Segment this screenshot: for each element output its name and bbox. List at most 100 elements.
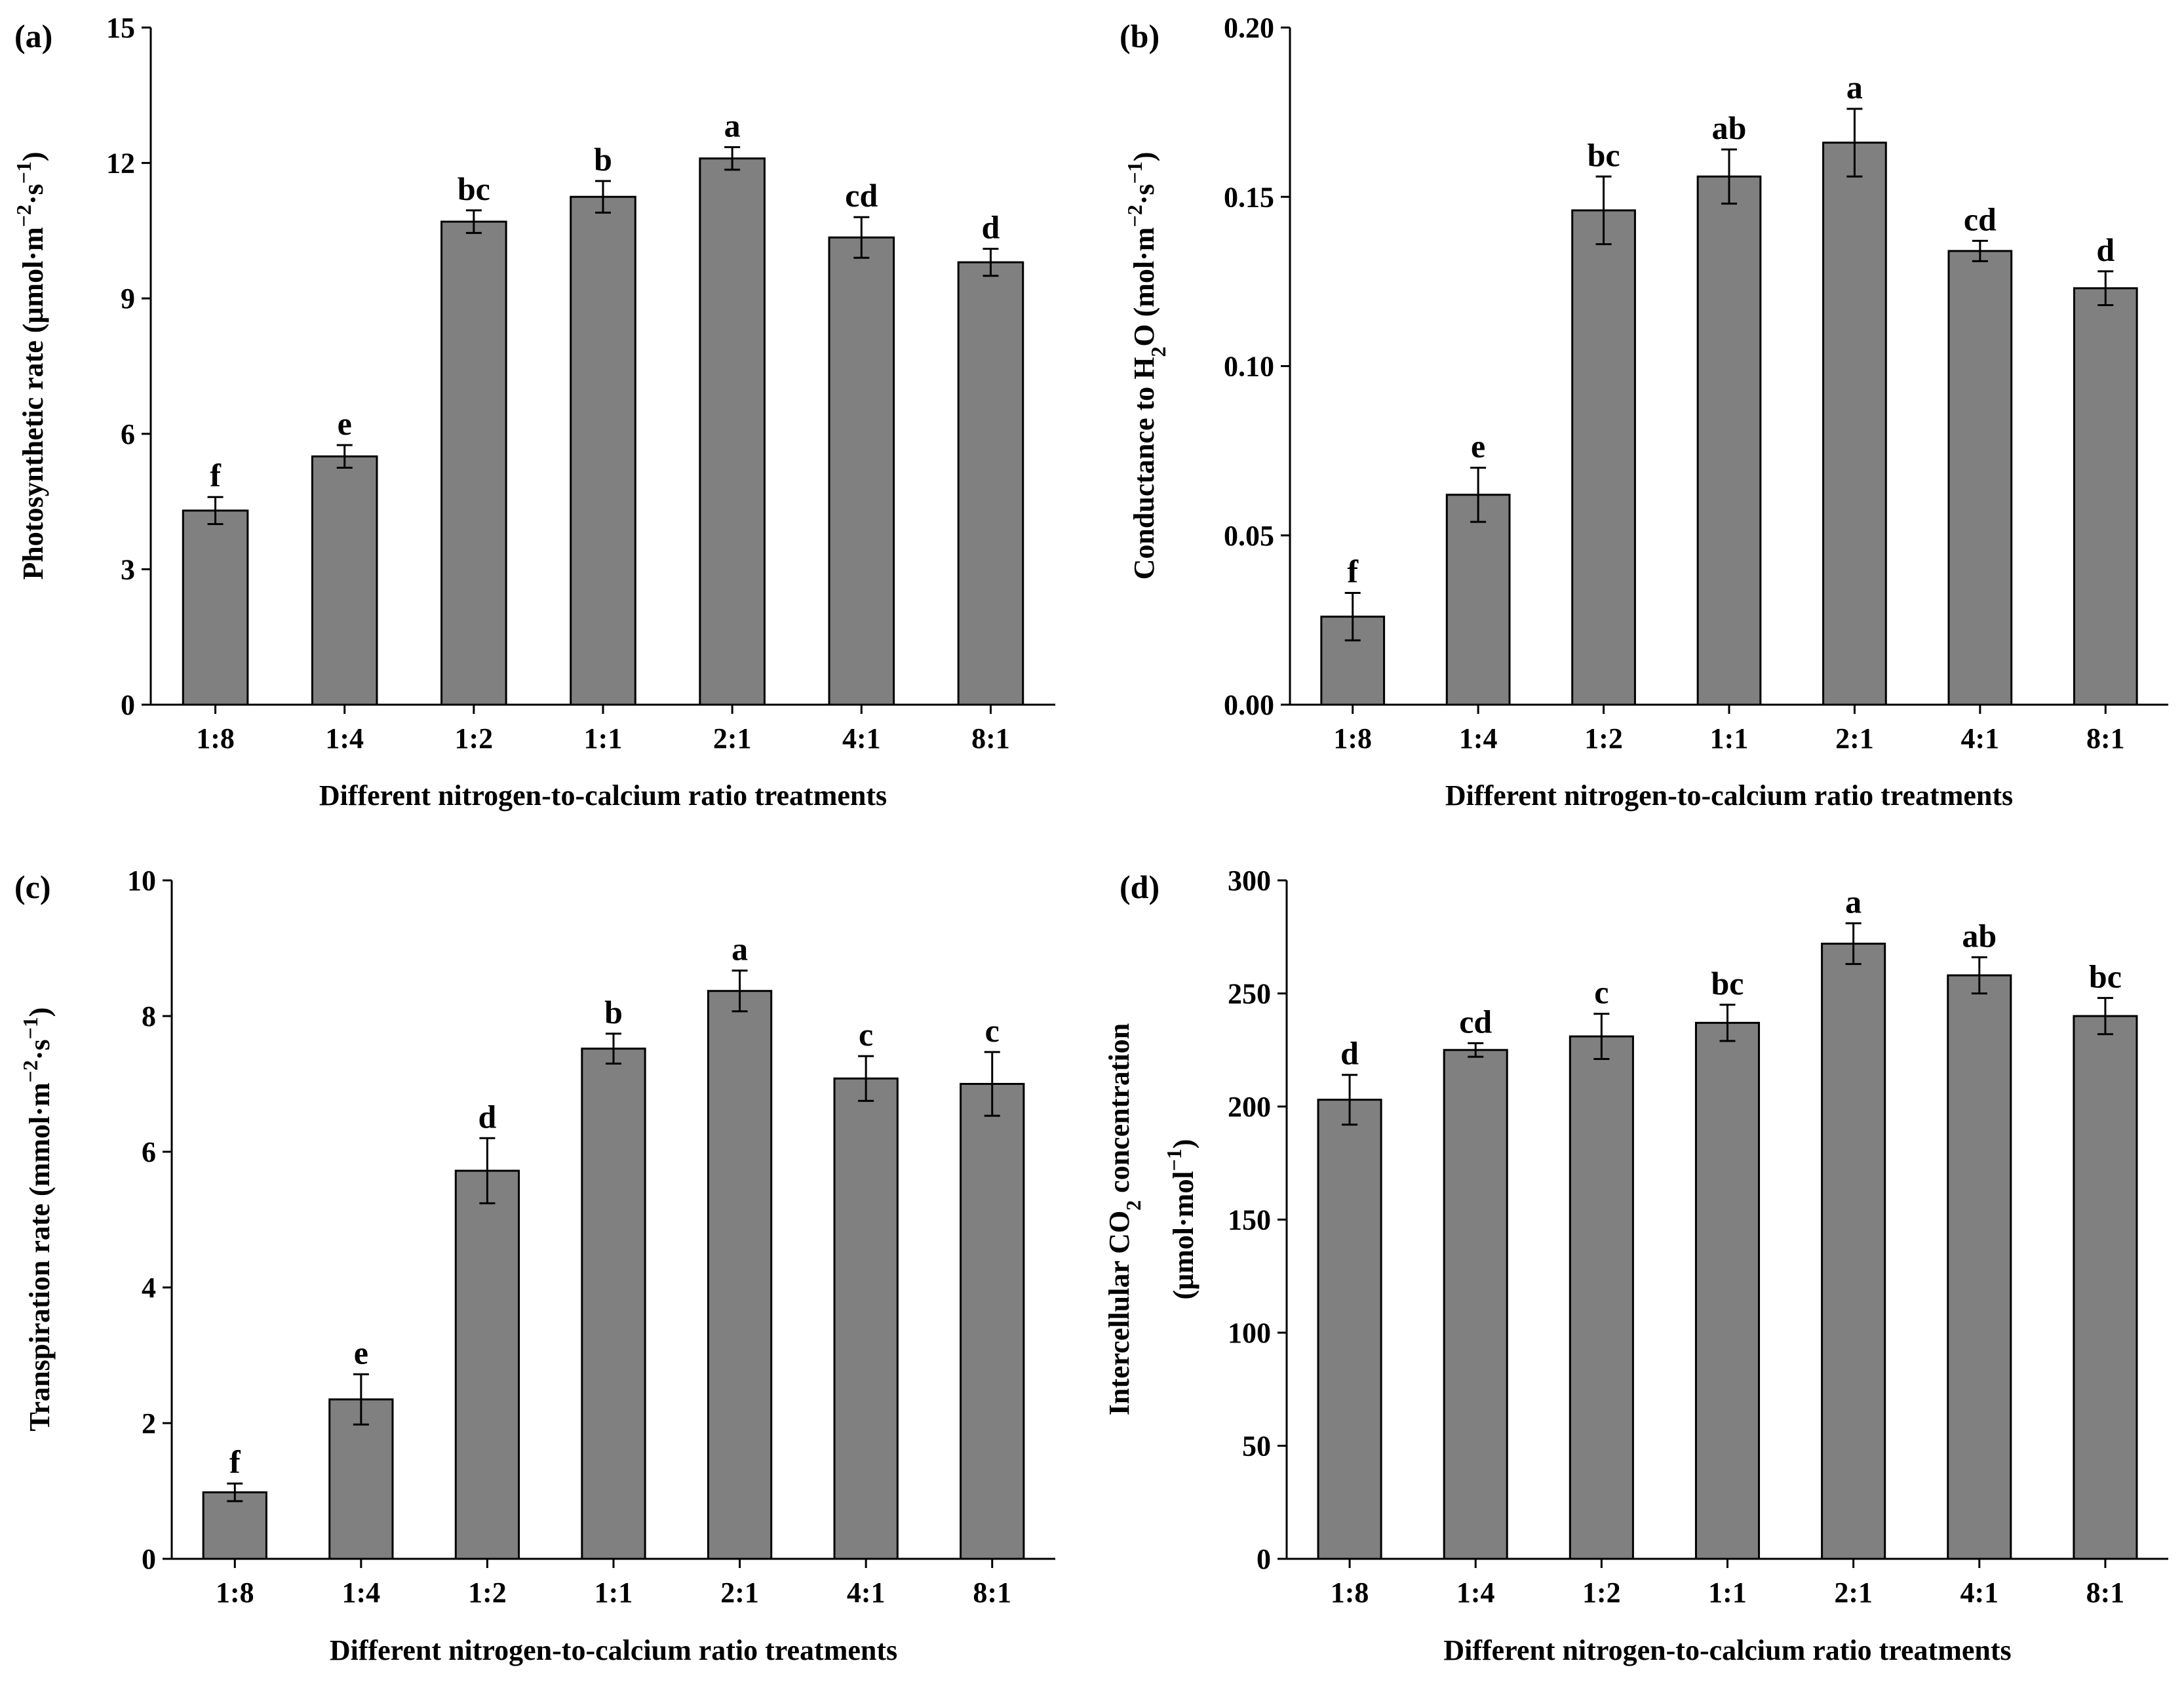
x-axis-title: Different nitrogen-to-calcium ratio trea… [1443, 1634, 2011, 1666]
chart-panel-b: 0.00 0.05 0.10 0.15 0.20 f 1:8 e 1:4 bc 1:2 ab 1:1 a 2… [1120, 12, 2168, 812]
x-tick-label: 4:1 [1961, 722, 2000, 755]
y-tick-label: 0.00 [1224, 689, 1274, 721]
significance-label: e [354, 1334, 368, 1371]
x-tick-label: 1:4 [325, 722, 364, 755]
significance-label: f [1347, 553, 1359, 590]
bar-1-8 [202, 1491, 267, 1560]
y-tick-label: 6 [121, 418, 135, 450]
y-axis-title-part: Photosynthetic rate (μmol·m [17, 227, 49, 579]
y-tick-label: 50 [1242, 1430, 1271, 1462]
bar-4-1 [1947, 250, 2013, 706]
chart-panel-d: 0 50 100 150 200 250 300 d 1:8 cd 1:4 c 1:2 bc 1:1 a 2:1… [1103, 865, 2168, 1666]
y-axis-title-part: ·s [17, 184, 49, 205]
y-axis-title-line1: Intercellular CO2 concentration [1103, 1023, 1145, 1416]
y-axis-title-part: ·s [1128, 184, 1160, 205]
x-axis-title: Different nitrogen-to-calcium ratio trea… [1445, 779, 2013, 812]
x-tick-label: 4:1 [842, 722, 881, 755]
chart-panel-c: 0 2 4 6 8 10 f 1:8 e 1:4 d 1:2 b 1:1 a 2:1 c 4:1 c 8:1 (c) Di… [14, 865, 1055, 1666]
x-tick-label: 1:4 [342, 1577, 381, 1609]
significance-label: e [1471, 427, 1485, 464]
x-tick-label: 1:2 [1582, 1577, 1621, 1609]
x-tick-label: 1:1 [1710, 722, 1749, 755]
y-tick-label: 100 [1228, 1317, 1271, 1349]
y-axis-title-part: ) [1128, 152, 1160, 162]
significance-label: c [859, 1016, 873, 1053]
y-tick-label: 3 [121, 553, 135, 585]
y-tick-label: 2 [142, 1407, 156, 1440]
x-tick-label: 1:2 [455, 722, 494, 755]
x-tick-label: 1:4 [1459, 722, 1498, 755]
bar-4-1 [828, 236, 895, 706]
panel-label: (a) [14, 18, 52, 54]
panel-label: (c) [14, 869, 51, 905]
significance-label: c [985, 1012, 1000, 1049]
significance-label: b [594, 141, 612, 178]
bar-2-1 [1822, 142, 1887, 706]
significance-label: c [1594, 974, 1609, 1011]
y-tick-label: 4 [142, 1272, 156, 1304]
x-tick-label: 1:8 [1331, 1577, 1369, 1609]
significance-label: bc [458, 170, 490, 207]
bar-1-1 [1694, 1021, 1761, 1560]
y-axis-title-part: −2 [18, 1060, 42, 1082]
x-tick-label: 1:1 [584, 722, 623, 755]
significance-label: a [724, 107, 741, 144]
y-axis-title: Conductance to H2O (mol·m−2·s−1) [1123, 152, 1170, 580]
y-axis-title-part: ) [1167, 1139, 1199, 1149]
y-tick-label: 0.10 [1224, 351, 1274, 383]
y-tick-label: 150 [1228, 1204, 1271, 1236]
x-tick-label: 1:4 [1456, 1577, 1495, 1609]
y-tick-label: 0.15 [1224, 181, 1274, 213]
y-tick-label: 300 [1228, 865, 1271, 897]
x-tick-label: 1:2 [1584, 722, 1623, 755]
significance-label: a [1846, 69, 1863, 106]
y-tick-label: 200 [1228, 1091, 1271, 1123]
y-axis-title-part: O (mol·m [1128, 227, 1160, 347]
y-tick-label: 10 [127, 865, 156, 897]
x-tick-label: 2:1 [713, 722, 752, 755]
x-tick-label: 1:2 [468, 1577, 507, 1609]
y-tick-label: 12 [106, 147, 135, 180]
bar-8-1 [960, 1083, 1025, 1560]
bar-1-8 [1317, 1099, 1382, 1560]
y-tick-label: 0.05 [1224, 520, 1274, 552]
significance-label: cd [1459, 1003, 1492, 1040]
y-axis-title: Transpiration rate (mmol·m−2·s−1) [18, 1008, 56, 1432]
significance-label: ab [1712, 109, 1747, 146]
bar-2-1 [1821, 943, 1886, 1560]
bar-2-1 [699, 157, 766, 706]
significance-label: d [982, 208, 1000, 245]
y-tick-label: 0 [1257, 1543, 1271, 1575]
bar-8-1 [957, 261, 1024, 706]
x-tick-label: 4:1 [847, 1577, 886, 1609]
y-axis-title: Photosynthetic rate (μmol·m−2·s−1) [12, 151, 49, 579]
x-axis-title: Different nitrogen-to-calcium ratio trea… [330, 1634, 897, 1666]
y-axis-title-part: −2 [1123, 205, 1146, 227]
significance-label: ab [1962, 917, 1997, 954]
significance-label: b [604, 994, 623, 1030]
x-tick-label: 1:8 [216, 1577, 254, 1609]
significance-label: a [1845, 884, 1862, 920]
x-tick-label: 8:1 [2086, 722, 2125, 755]
x-tick-label: 4:1 [1960, 1577, 1999, 1609]
y-tick-label: 9 [121, 283, 135, 315]
bar-4-1 [833, 1077, 899, 1560]
y-axis-title-part: Transpiration rate (mmol·m [24, 1082, 56, 1431]
x-tick-label: 1:1 [595, 1577, 633, 1609]
bar-2-1 [707, 990, 773, 1560]
y-axis-title-part: ·s [24, 1039, 56, 1060]
significance-label: bc [1711, 965, 1744, 1002]
y-axis-title-part: Intercellular CO [1103, 1211, 1135, 1415]
x-tick-label: 8:1 [971, 722, 1010, 755]
significance-label: d [1340, 1035, 1359, 1072]
y-tick-label: 8 [142, 1000, 156, 1032]
significance-label: d [2096, 231, 2115, 268]
bar-1-2 [1569, 1035, 1634, 1560]
y-tick-label: 0.20 [1224, 12, 1274, 44]
bar-1-1 [570, 195, 636, 706]
y-axis-title-part: −1 [12, 161, 35, 184]
y-tick-label: 15 [106, 12, 135, 44]
significance-label: cd [845, 177, 878, 214]
significance-label: bc [2089, 958, 2122, 994]
